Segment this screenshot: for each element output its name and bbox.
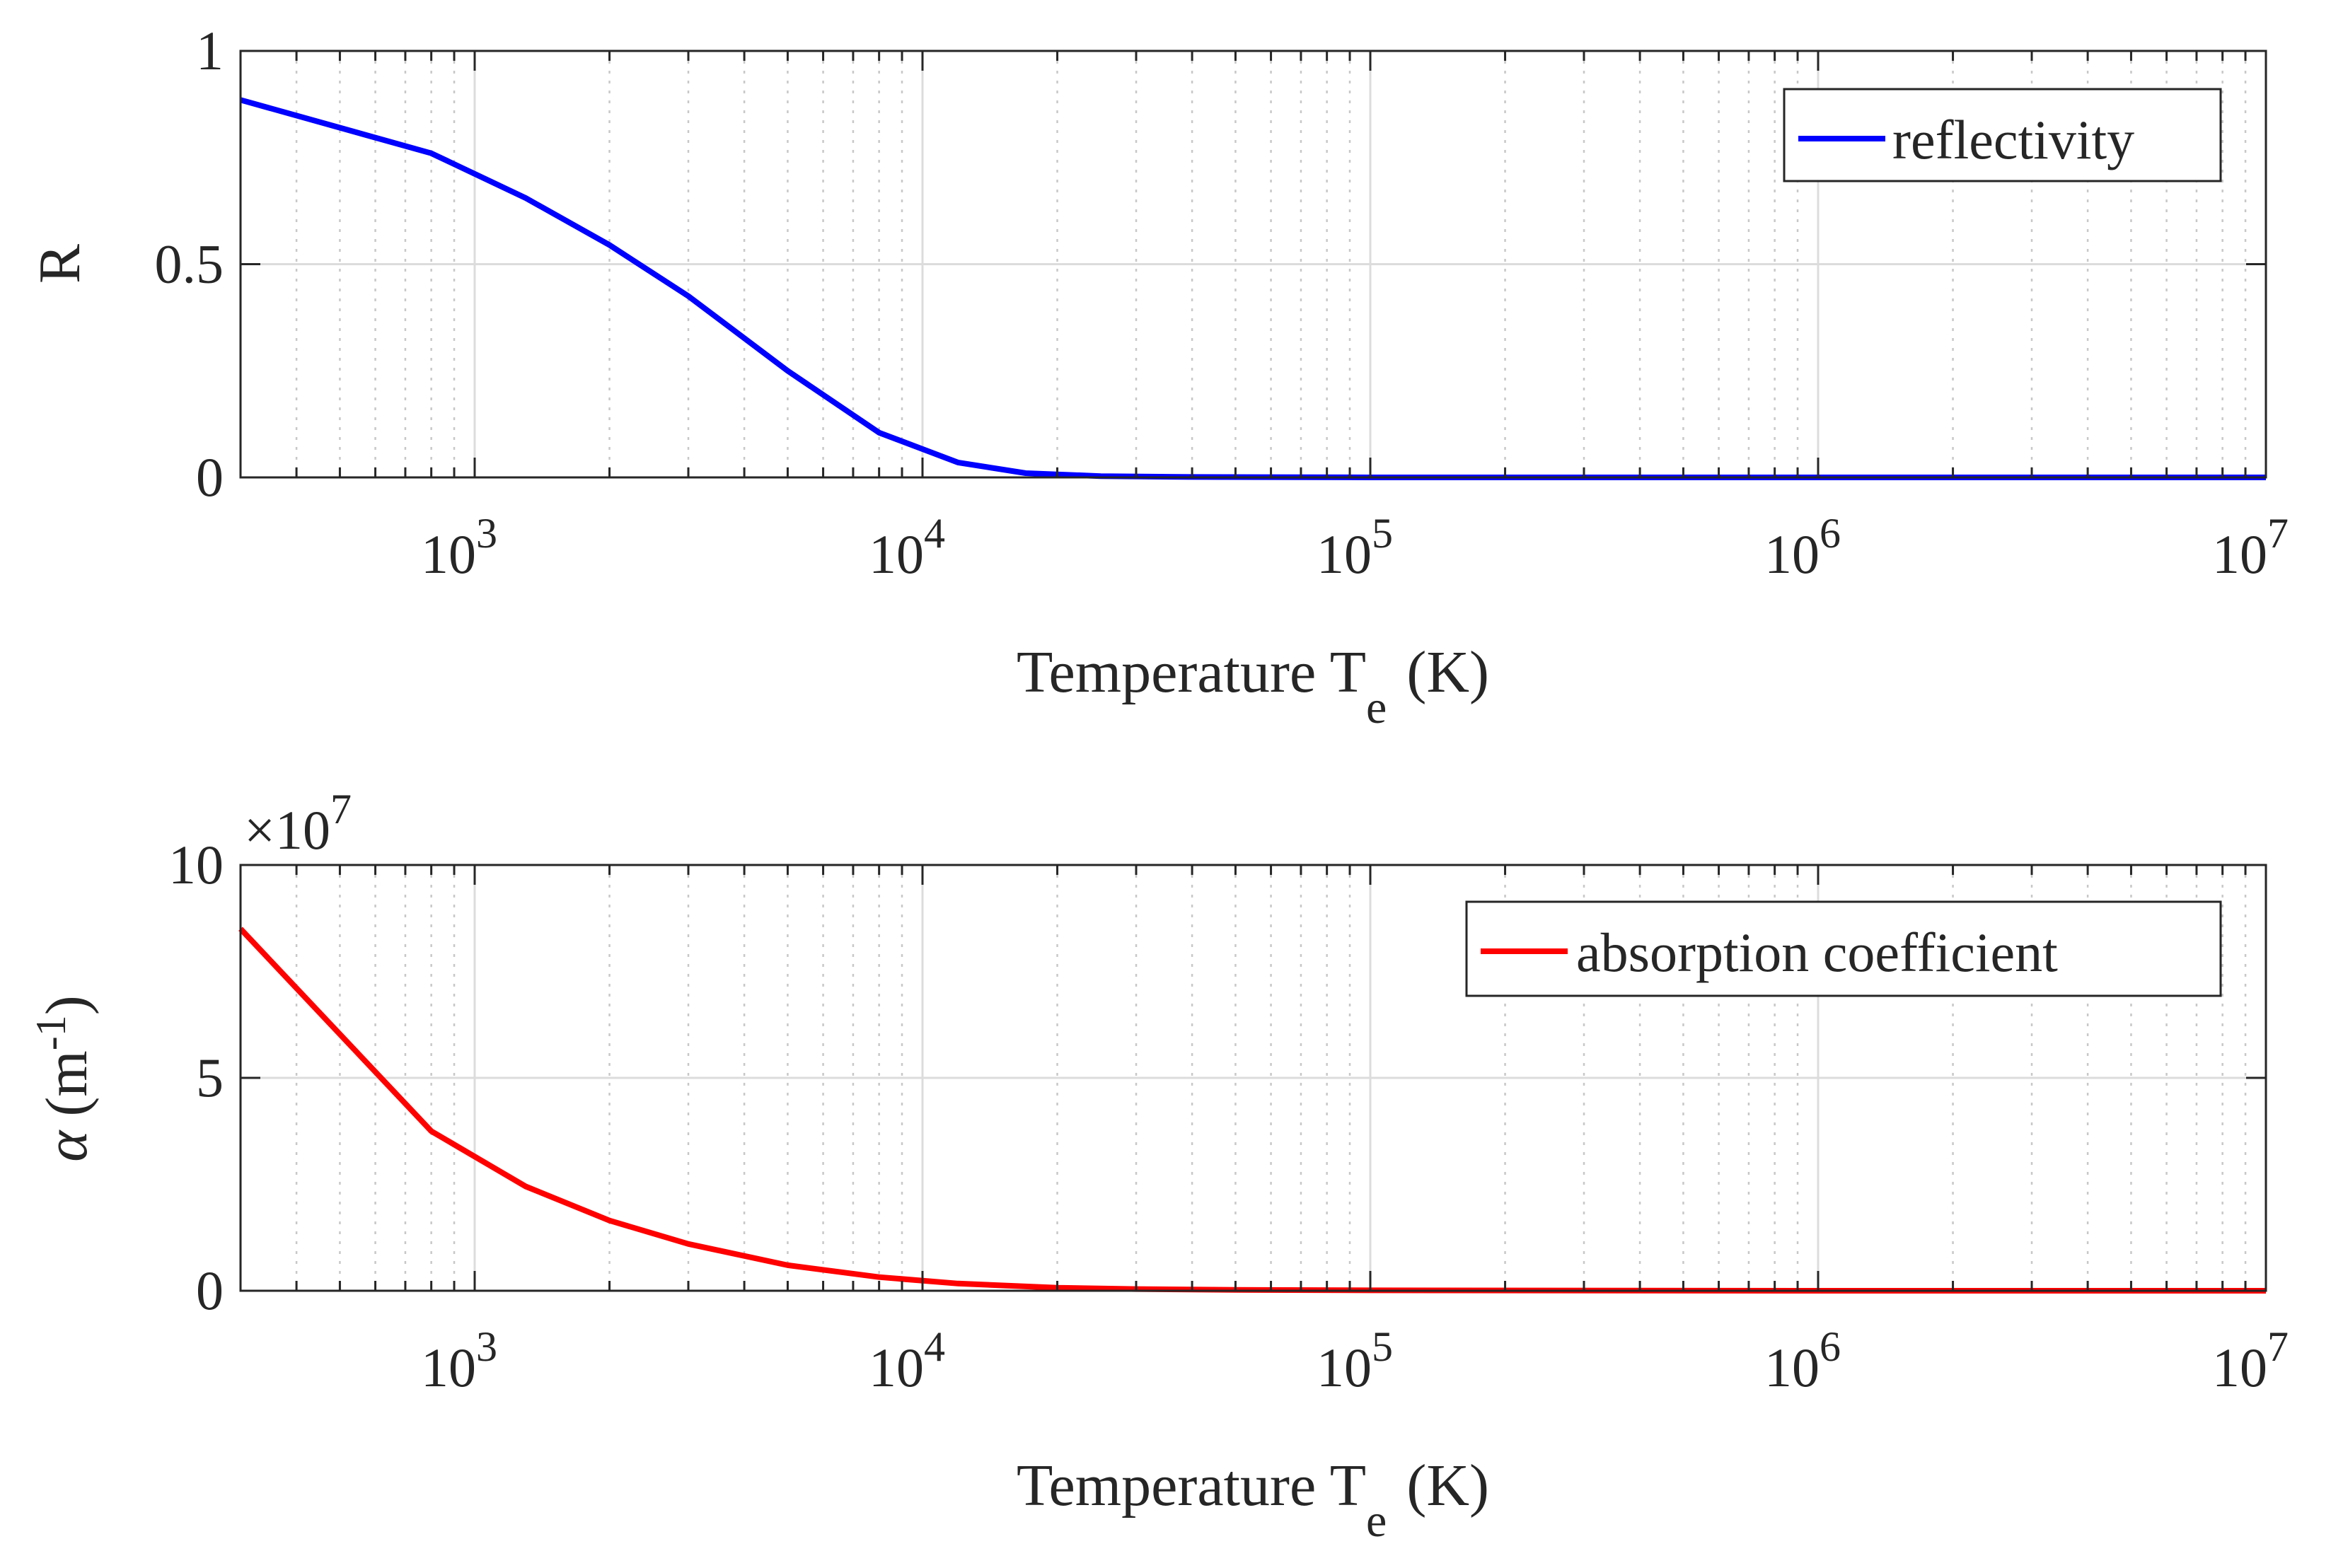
legend-box <box>1465 900 2222 997</box>
tick-marks <box>241 864 2267 1292</box>
y-axis-label: α(m-1) <box>28 995 100 1161</box>
reflectivity-panel: 103 104 105 106 107 00.51 Temperature Te(K) … <box>27 20 2289 733</box>
y-tick-label: 0.5 <box>155 233 224 295</box>
x-tick-label: 107 <box>2212 510 2289 585</box>
x-tick-label: 104 <box>869 1323 945 1398</box>
x-tick-label: 107 <box>2212 1323 2289 1398</box>
tick-marks <box>241 50 2267 479</box>
y-multiplier: ×107 <box>244 786 352 861</box>
x-tick-label: 104 <box>869 510 945 585</box>
x-tick-label: 106 <box>1764 510 1841 585</box>
x-tick-label: 105 <box>1317 1323 1393 1398</box>
absorption-panel: 103 104 105 106 107 0 5 10 ×107 Temperature Te… <box>28 786 2289 1547</box>
y-tick-labels: 00.51 <box>155 20 224 508</box>
y-axis-label: R <box>27 244 93 284</box>
legend-label: absorption coefficient <box>1576 922 2058 983</box>
x-tick-labels: 103 104 105 106 107 <box>421 1323 2289 1398</box>
legend: absorption coefficient <box>1465 900 2222 997</box>
legend: reflectivity <box>1783 88 2222 182</box>
legend-label: reflectivity <box>1892 109 2134 170</box>
y-tick-label: 10 <box>168 834 224 895</box>
y-tick-label: 5 <box>196 1047 224 1108</box>
legend-box <box>1783 88 2222 182</box>
x-tick-label: 103 <box>421 510 497 585</box>
x-axis-label: Temperature Te(K) <box>1017 1453 1489 1547</box>
y-tick-labels: 0 5 10 <box>168 834 224 1321</box>
x-tick-label: 103 <box>421 1323 497 1398</box>
x-tick-label: 105 <box>1317 510 1393 585</box>
x-tick-labels: 103 104 105 106 107 <box>421 510 2289 585</box>
y-tick-label: 0 <box>196 446 224 508</box>
y-tick-label: 0 <box>196 1260 224 1321</box>
y-tick-label: 1 <box>196 20 224 81</box>
x-tick-label: 106 <box>1764 1323 1841 1398</box>
x-axis-label: Temperature Te(K) <box>1017 639 1489 733</box>
